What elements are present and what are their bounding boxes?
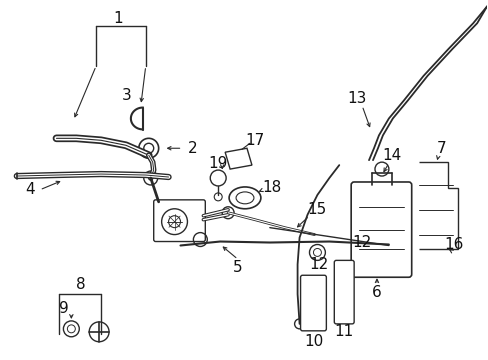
Text: 2: 2	[187, 141, 197, 156]
FancyBboxPatch shape	[350, 182, 411, 277]
Text: 5: 5	[233, 260, 243, 275]
Text: 10: 10	[303, 334, 323, 349]
Text: 4: 4	[25, 183, 35, 197]
Text: 1: 1	[113, 11, 122, 26]
FancyBboxPatch shape	[334, 260, 353, 324]
Text: 18: 18	[262, 180, 281, 195]
Text: 19: 19	[208, 156, 227, 171]
Text: 12: 12	[352, 235, 371, 250]
FancyBboxPatch shape	[300, 275, 325, 331]
Text: 3: 3	[122, 88, 132, 103]
Text: 14: 14	[382, 148, 401, 163]
Text: 9: 9	[59, 301, 68, 316]
Text: 8: 8	[76, 277, 86, 292]
Text: 15: 15	[307, 202, 326, 217]
Text: 16: 16	[444, 237, 463, 252]
Text: 12: 12	[309, 257, 328, 272]
Text: 11: 11	[334, 324, 353, 339]
FancyBboxPatch shape	[153, 200, 205, 242]
Text: 17: 17	[245, 133, 264, 148]
Text: 13: 13	[347, 91, 366, 106]
Text: 6: 6	[371, 285, 381, 300]
Text: 7: 7	[436, 141, 446, 156]
